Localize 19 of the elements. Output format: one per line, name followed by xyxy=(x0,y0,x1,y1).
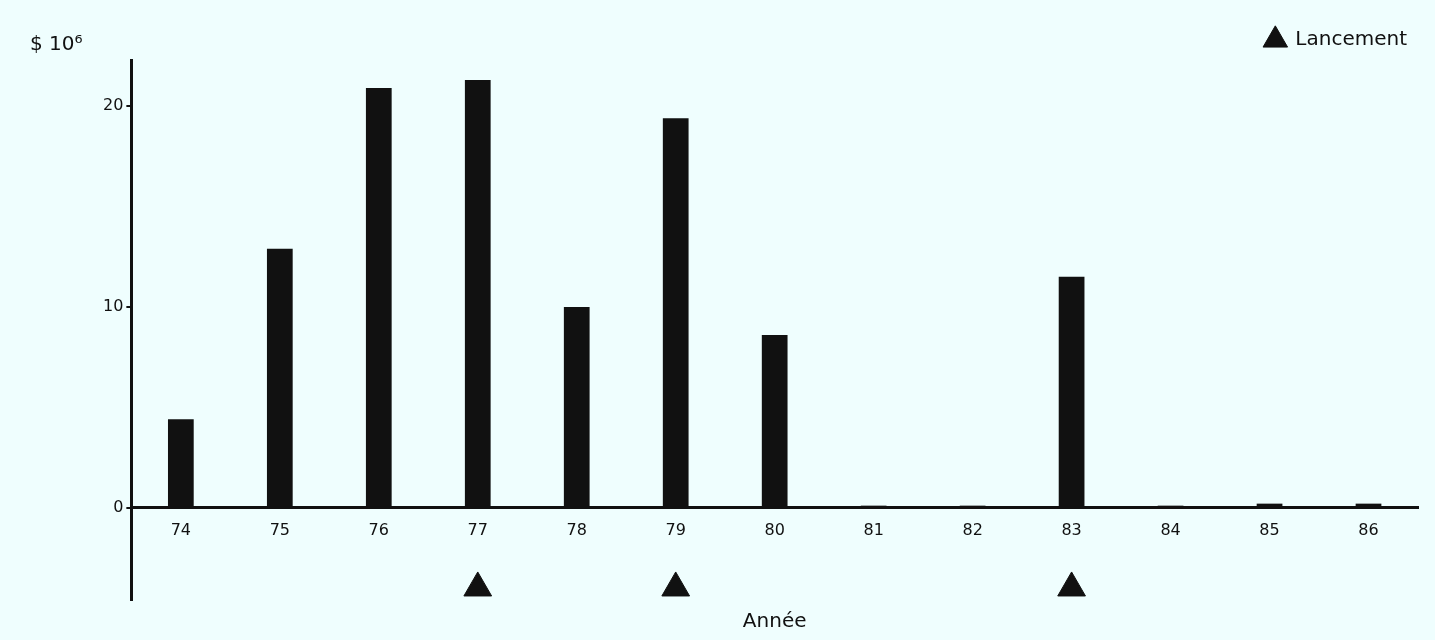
legend-label: Lancement xyxy=(1295,26,1408,51)
x-axis-title: Année xyxy=(742,608,807,633)
x-tick-label: 81 xyxy=(863,520,884,540)
x-tick-label: 83 xyxy=(1061,520,1082,540)
x-tick-label: 85 xyxy=(1259,520,1280,540)
y-tick-label: 10 xyxy=(103,296,124,316)
y-axis-title: $ 10⁶ xyxy=(30,31,83,56)
x-tick-label: 82 xyxy=(962,520,983,540)
x-tick-label: 76 xyxy=(368,520,389,540)
x-tick-label: 75 xyxy=(269,520,290,540)
x-tick-label: 80 xyxy=(764,520,785,540)
x-tick-label: 77 xyxy=(467,520,488,540)
x-tick-label: 86 xyxy=(1358,520,1379,540)
x-tick-label: 79 xyxy=(665,520,686,540)
x-tick-label: 78 xyxy=(566,520,587,540)
y-tick-label: 0 xyxy=(113,496,124,516)
x-tick-label: 84 xyxy=(1160,520,1181,540)
y-tick-label: 20 xyxy=(103,95,124,115)
x-tick-label: 74 xyxy=(170,520,192,540)
